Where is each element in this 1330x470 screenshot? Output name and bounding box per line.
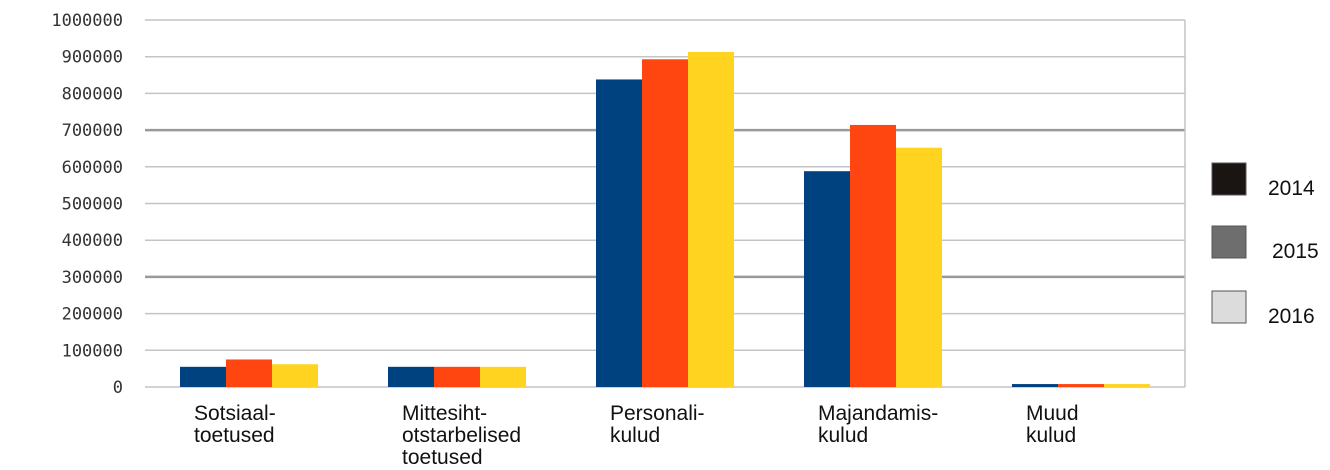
legend-swatch-2014: [1211, 162, 1247, 196]
y-tick-label: 500000: [62, 195, 123, 215]
bar-2014-4: [1012, 384, 1058, 387]
x-category-label-line: Mittesiht-: [402, 402, 487, 425]
bar-2015-0: [226, 359, 272, 387]
legend-label-2015: 2015: [1272, 240, 1319, 263]
legend-swatch-2016: [1211, 290, 1247, 324]
x-axis-category-labels: Sotsiaal-toetusedMittesiht-otstarbelised…: [194, 402, 1079, 469]
y-axis-tick-labels: 0 100000 200000 300000 400000 500000 600000 700…: [51, 11, 123, 398]
y-tick-label: 800000: [62, 84, 123, 104]
legend-label-2014: 2014: [1268, 177, 1315, 200]
bar-2015-1: [434, 366, 480, 387]
y-tick-label: 100000: [62, 341, 123, 361]
x-category-label-line: Sotsiaal-: [194, 402, 276, 425]
x-category-label-line: kulud: [610, 424, 660, 447]
y-tick-label: 200000: [62, 305, 123, 325]
bar-2016-1: [480, 366, 526, 387]
y-tick-label: 0: [113, 378, 123, 398]
legend-swatch-2015: [1211, 225, 1247, 259]
y-tick-label: 300000: [62, 268, 123, 288]
y-tick-label: 900000: [62, 48, 123, 68]
bar-2016-4: [1104, 384, 1150, 387]
bar-2015-4: [1058, 384, 1104, 387]
x-category-label-line: otstarbelised: [402, 424, 521, 447]
bar-2016-0: [272, 364, 318, 387]
bar-2015-2: [642, 59, 688, 387]
bar-2014-0: [180, 366, 226, 387]
bar-2014-3: [804, 171, 850, 387]
x-category-label-line: kulud: [1026, 424, 1076, 447]
bar-2014-1: [388, 366, 434, 387]
x-category-label: Majandamis-kulud: [818, 402, 938, 447]
y-tick-label: 1000000: [51, 11, 123, 31]
y-tick-label: 600000: [62, 158, 123, 178]
bar-2014-2: [596, 79, 642, 387]
x-category-label-line: kulud: [818, 424, 868, 447]
legend: 2014 2015 2016: [1211, 162, 1319, 328]
x-category-label-line: Muud: [1026, 402, 1079, 425]
x-category-label: Sotsiaal-toetused: [194, 402, 276, 447]
x-category-label-line: Majandamis-: [818, 402, 938, 425]
bars: [180, 51, 1150, 387]
x-category-label: Muud kulud: [1026, 402, 1079, 447]
x-category-label: Mittesiht-otstarbelised toetused: [402, 402, 521, 469]
x-category-label-line: toetused: [194, 424, 275, 447]
x-category-label: Personali-kulud: [610, 402, 705, 447]
legend-label-2016: 2016: [1268, 305, 1315, 328]
x-category-label-line: toetused: [402, 446, 483, 469]
bar-2015-3: [850, 124, 896, 387]
y-tick-label: 700000: [62, 121, 123, 141]
bar-2016-3: [896, 147, 942, 387]
bar-2016-2: [688, 51, 734, 387]
y-tick-label: 400000: [62, 231, 123, 251]
x-category-label-line: Personali-: [610, 402, 705, 425]
